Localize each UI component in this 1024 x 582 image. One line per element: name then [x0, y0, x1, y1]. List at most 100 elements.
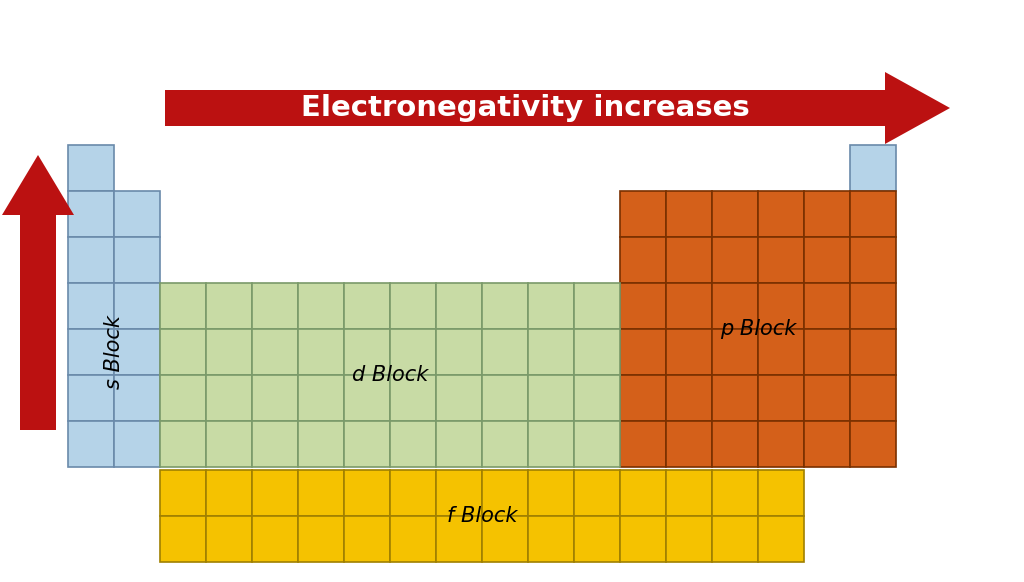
Bar — [574, 375, 620, 421]
Bar — [528, 516, 574, 562]
Polygon shape — [2, 155, 74, 430]
Bar — [436, 516, 482, 562]
Bar — [574, 283, 620, 329]
Bar — [206, 375, 252, 421]
Bar — [114, 421, 160, 467]
Bar — [620, 421, 666, 467]
Bar — [528, 329, 574, 375]
Bar — [804, 191, 850, 237]
Bar — [68, 237, 114, 283]
Bar — [804, 329, 850, 375]
Bar — [252, 470, 298, 516]
Bar — [206, 421, 252, 467]
Bar — [344, 516, 390, 562]
Bar — [758, 191, 804, 237]
Bar — [850, 329, 896, 375]
Text: f Block: f Block — [446, 506, 517, 526]
Bar — [712, 283, 758, 329]
Bar — [436, 375, 482, 421]
Bar — [482, 470, 528, 516]
Bar — [528, 283, 574, 329]
Bar — [620, 237, 666, 283]
Bar — [160, 516, 206, 562]
Bar — [482, 283, 528, 329]
Bar — [712, 329, 758, 375]
Bar — [436, 283, 482, 329]
Bar — [390, 470, 436, 516]
Polygon shape — [165, 72, 950, 144]
Bar — [68, 329, 114, 375]
Bar — [68, 421, 114, 467]
Bar — [528, 421, 574, 467]
Bar — [390, 421, 436, 467]
Bar — [850, 375, 896, 421]
Bar — [390, 516, 436, 562]
Bar — [758, 329, 804, 375]
Bar — [344, 421, 390, 467]
Text: s Block: s Block — [104, 315, 124, 389]
Bar — [574, 516, 620, 562]
Bar — [850, 191, 896, 237]
Bar — [804, 237, 850, 283]
Bar — [666, 375, 712, 421]
Bar — [252, 375, 298, 421]
Bar — [298, 329, 344, 375]
Bar — [114, 191, 160, 237]
Bar — [344, 329, 390, 375]
Bar — [114, 375, 160, 421]
Bar — [482, 329, 528, 375]
Bar — [68, 145, 114, 191]
Bar — [666, 470, 712, 516]
Bar — [712, 421, 758, 467]
Bar — [758, 516, 804, 562]
Bar — [298, 375, 344, 421]
Bar — [666, 516, 712, 562]
Bar — [666, 283, 712, 329]
Bar — [850, 145, 896, 191]
Bar — [252, 283, 298, 329]
Bar — [804, 421, 850, 467]
Bar — [206, 283, 252, 329]
Bar — [574, 421, 620, 467]
Bar — [850, 283, 896, 329]
Bar — [298, 421, 344, 467]
Bar — [390, 283, 436, 329]
Bar — [252, 421, 298, 467]
Bar — [712, 470, 758, 516]
Bar — [758, 375, 804, 421]
Bar — [252, 329, 298, 375]
Bar — [344, 283, 390, 329]
Bar — [114, 329, 160, 375]
Bar — [160, 329, 206, 375]
Bar — [436, 329, 482, 375]
Bar — [436, 421, 482, 467]
Bar — [574, 470, 620, 516]
Bar — [206, 329, 252, 375]
Bar — [482, 375, 528, 421]
Bar — [528, 375, 574, 421]
Bar — [712, 237, 758, 283]
Text: d Block: d Block — [352, 365, 428, 385]
Bar — [712, 516, 758, 562]
Bar — [712, 375, 758, 421]
Bar — [804, 283, 850, 329]
Bar — [620, 375, 666, 421]
Bar — [298, 283, 344, 329]
Bar — [666, 329, 712, 375]
Bar — [758, 237, 804, 283]
Bar — [666, 421, 712, 467]
Bar — [482, 421, 528, 467]
Bar — [574, 329, 620, 375]
Bar — [68, 375, 114, 421]
Bar — [160, 283, 206, 329]
Bar — [344, 375, 390, 421]
Bar — [620, 191, 666, 237]
Bar — [712, 191, 758, 237]
Bar — [160, 421, 206, 467]
Bar — [758, 470, 804, 516]
Bar — [436, 470, 482, 516]
Bar — [206, 516, 252, 562]
Bar — [390, 375, 436, 421]
Bar — [298, 516, 344, 562]
Bar — [850, 421, 896, 467]
